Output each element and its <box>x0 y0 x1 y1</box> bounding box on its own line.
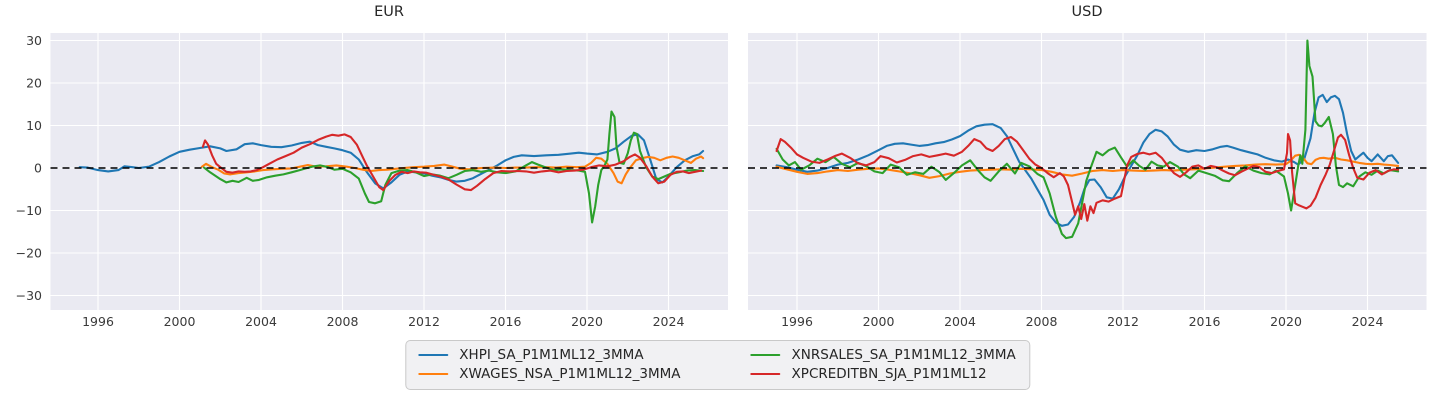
x-tick-label-USD: 2004 <box>944 314 976 329</box>
x-tick-label-USD: 2012 <box>1107 314 1139 329</box>
x-tick-label-EUR: 1996 <box>82 314 114 329</box>
x-tick-label-USD: 2020 <box>1270 314 1302 329</box>
legend-label-xhpi: XHPI_SA_P1M1ML12_3MMA <box>459 347 644 363</box>
plot-area-EUR <box>50 33 728 310</box>
panel-title-eur: EUR <box>374 4 404 20</box>
x-tick-label-EUR: 2024 <box>653 314 685 329</box>
legend-swatch-red <box>750 372 781 376</box>
y-tick-label: 10 <box>26 118 42 133</box>
legend-label-xwages: XWAGES_NSA_P1M1ML12_3MMA <box>459 366 681 382</box>
x-tick-label-EUR: 2008 <box>327 314 359 329</box>
legend-swatch-green <box>750 353 781 357</box>
legend-item-xhpi: XHPI_SA_P1M1ML12_3MMA <box>418 347 680 363</box>
x-tick-label-EUR: 2004 <box>245 314 277 329</box>
y-tick-label: −20 <box>16 245 42 260</box>
legend-item-xwages: XWAGES_NSA_P1M1ML12_3MMA <box>418 366 681 382</box>
x-tick-label-USD: 2016 <box>1189 314 1221 329</box>
y-tick-label: 20 <box>26 75 42 90</box>
series-line-EUR-XNRSALES_SA_P1M1ML12_3MMA <box>202 110 705 224</box>
y-tick-label: −10 <box>16 203 42 218</box>
y-tick-label: 30 <box>26 33 42 48</box>
chart-canvas: 1996 2000 2004 2008 2012 2016 2020 2024 30 20 10 0 −… <box>16 33 1427 329</box>
x-tick-label-EUR: 2020 <box>571 314 603 329</box>
panel-title-usd: USD <box>1071 4 1103 20</box>
legend-swatch-blue <box>418 353 449 357</box>
legend-item-xpcreditbn: XPCREDITBN_SJA_P1M1ML12 <box>750 366 1016 382</box>
x-tick-label-EUR: 2000 <box>164 314 196 329</box>
x-tick-label-USD: 2008 <box>1026 314 1058 329</box>
x-tick-label-USD: 2000 <box>863 314 895 329</box>
x-tick-label-EUR: 2016 <box>490 314 522 329</box>
x-tick-label-USD: 2024 <box>1352 314 1384 329</box>
y-tick-label: −30 <box>16 288 42 303</box>
series-line-USD-XPCREDITBN_SJA_P1M1ML12 <box>775 132 1400 222</box>
legend: XHPI_SA_P1M1ML12_3MMA XWAGES_NSA_P1M1ML1… <box>405 340 1031 390</box>
x-tick-label-EUR: 2012 <box>408 314 440 329</box>
series-line-USD-XWAGES_NSA_P1M1ML12_3MMA <box>775 153 1400 179</box>
series-line-EUR-XPCREDITBN_SJA_P1M1ML12 <box>201 133 703 192</box>
y-tick-label: 0 <box>34 160 42 175</box>
legend-item-xnrsales: XNRSALES_SA_P1M1ML12_3MMA <box>750 347 1016 363</box>
legend-swatch-orange <box>418 372 449 376</box>
legend-label-xpcreditbn: XPCREDITBN_SJA_P1M1ML12 <box>791 366 987 382</box>
legend-label-xnrsales: XNRSALES_SA_P1M1ML12_3MMA <box>791 347 1016 363</box>
x-tick-label-USD: 1996 <box>781 314 813 329</box>
